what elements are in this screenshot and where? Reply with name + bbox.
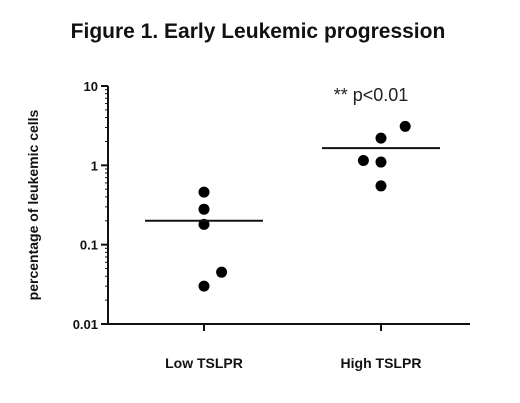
data-marks — [145, 120, 440, 292]
data-point — [375, 156, 387, 168]
y-axis-label: percentage of leukemic cells — [25, 109, 41, 300]
chart-title: Figure 1. Early Leukemic progression — [71, 20, 446, 43]
y-tick-label: 10 — [84, 79, 98, 94]
y-tick-label: 0.01 — [73, 317, 98, 332]
significance-annotation: ** p<0.01 — [334, 85, 409, 105]
x-axis-categories: Low TSLPR High TSLPR — [165, 324, 421, 371]
data-point — [399, 120, 411, 132]
axes — [107, 86, 470, 325]
x-category-label: High TSLPR — [341, 355, 422, 371]
annotations: ** p<0.01 — [334, 85, 409, 105]
data-point — [357, 155, 369, 167]
data-point — [198, 280, 210, 292]
y-tick-label: 1 — [91, 158, 98, 173]
data-point — [375, 132, 387, 144]
y-axis-ticks: 10 1 0.1 0.01 — [73, 79, 108, 332]
data-point — [198, 203, 210, 215]
data-point — [375, 180, 387, 192]
data-point — [198, 186, 210, 198]
y-tick-label: 0.1 — [80, 238, 98, 253]
x-category-label: Low TSLPR — [165, 355, 243, 371]
data-point — [216, 266, 228, 278]
